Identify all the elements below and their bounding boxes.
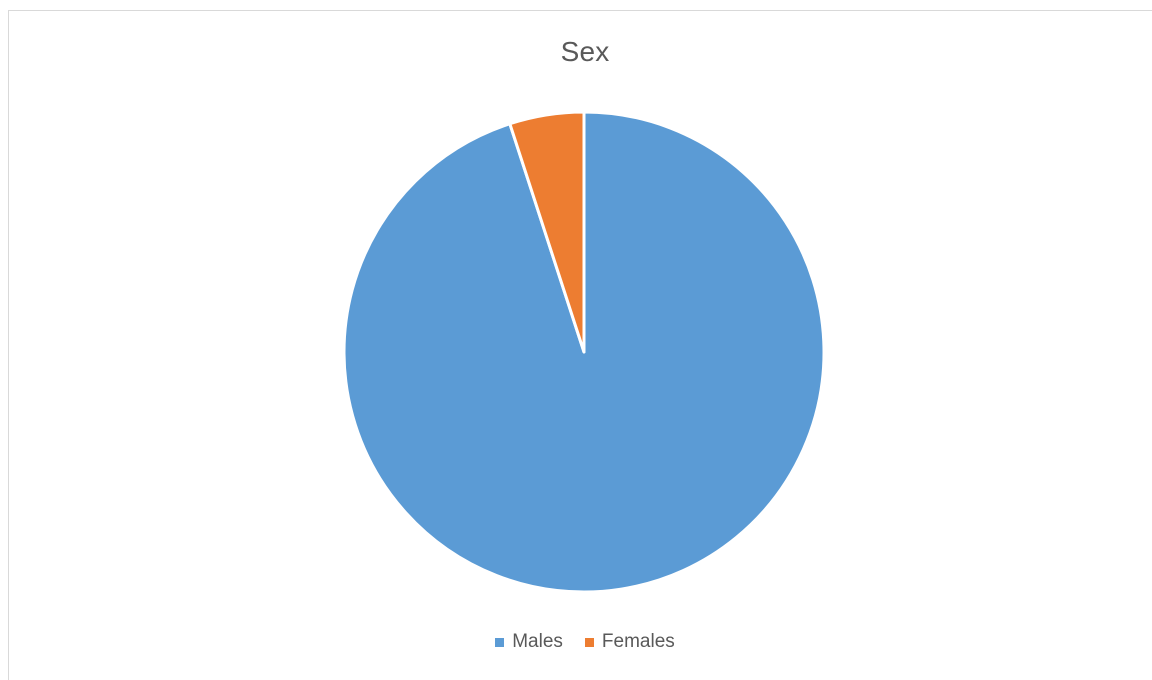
legend-label-males: Males	[512, 631, 563, 652]
legend-entry-males: Males	[495, 631, 563, 653]
legend-entry-females: Females	[584, 631, 675, 653]
legend: Males Females	[0, 631, 1152, 653]
chart-title: Sex	[560, 36, 610, 67]
pie-slice-females	[508, 110, 586, 354]
legend-swatch-females	[584, 637, 594, 647]
pie-slices	[342, 110, 826, 594]
legend-label-females: Females	[601, 631, 675, 652]
legend-swatch-males	[495, 637, 505, 647]
